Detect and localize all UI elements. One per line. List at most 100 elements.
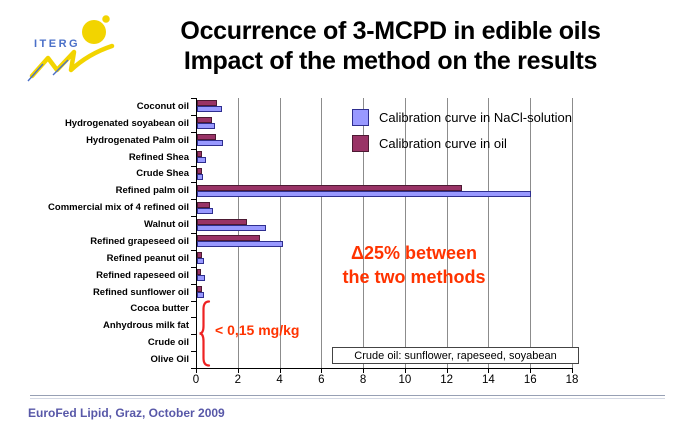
bar-nacl <box>197 173 204 180</box>
bar-nacl <box>197 140 224 147</box>
x-tick <box>321 369 323 373</box>
gridline <box>321 98 323 368</box>
category-label: Refined Shea <box>128 151 189 163</box>
bar-oil <box>197 252 203 259</box>
category-label: Olive Oil <box>150 354 189 366</box>
bar-oil <box>197 286 203 293</box>
bar-nacl <box>197 224 266 231</box>
gridline <box>572 98 573 368</box>
legend: Calibration curve in NaCl-solution Calib… <box>352 109 572 161</box>
x-tick <box>446 369 448 373</box>
brace-label: < 0,15 mg/kg <box>215 322 300 338</box>
category-tick <box>191 199 197 201</box>
category-tick <box>191 165 197 167</box>
delta-annotation-line2: the two methods <box>342 267 486 287</box>
x-tick <box>530 369 532 373</box>
category-label: Anhydrous milk fat <box>102 320 189 332</box>
x-tick <box>404 369 406 373</box>
category-label: Refined rapeseed oil <box>96 269 189 281</box>
bar-nacl <box>197 275 206 282</box>
x-tick-label: 6 <box>318 374 325 386</box>
bar-oil <box>197 235 260 242</box>
bar-nacl <box>197 123 215 130</box>
gridline <box>279 98 281 368</box>
x-tick <box>488 369 490 373</box>
category-label: Coconut oil <box>136 100 189 112</box>
legend-label-oil: Calibration curve in oil <box>379 136 507 151</box>
bar-oil <box>197 269 202 276</box>
logo-text: ITERG <box>34 38 80 50</box>
category-tick <box>191 233 197 234</box>
category-label: Refined peanut oil <box>106 252 189 264</box>
bar-oil <box>197 167 203 174</box>
category-tick <box>191 148 197 150</box>
legend-item-oil: Calibration curve in oil <box>352 135 572 152</box>
category-tick <box>191 249 197 251</box>
category-label: Refined palm oil <box>115 185 189 197</box>
category-label: Crude oil <box>147 337 189 349</box>
swoosh-icon <box>29 43 115 79</box>
legend-swatch-oil-icon <box>352 135 369 152</box>
category-tick <box>191 266 197 268</box>
legend-label-nacl: Calibration curve in NaCl-solution <box>379 110 572 125</box>
category-label: Walnut oil <box>143 219 189 231</box>
category-tick <box>191 283 197 285</box>
x-axis: 0 2 4 6 8 10 12 14 16 18 <box>193 369 578 391</box>
bar-oil <box>197 134 216 141</box>
x-tick-label: 18 <box>565 374 579 386</box>
category-tick <box>191 182 197 184</box>
category-tick <box>191 300 197 302</box>
plot-area: Calibration curve in NaCl-solution Calib… <box>196 98 579 369</box>
gridline <box>530 98 532 368</box>
category-tick <box>191 317 197 319</box>
brace-icon <box>199 300 211 367</box>
x-tick <box>279 369 281 373</box>
bar-oil <box>197 201 210 208</box>
bar-nacl <box>197 292 205 299</box>
bar-nacl <box>197 106 223 113</box>
category-tick <box>191 98 197 99</box>
iterg-logo-graphic: ITERG <box>27 13 115 82</box>
category-labels: Coconut oil Hydrogenated soyabean oil Hydr… <box>0 98 189 368</box>
category-tick <box>191 334 197 336</box>
bar-oil <box>197 151 203 158</box>
category-ticks <box>191 98 197 369</box>
gridline <box>404 98 406 368</box>
legend-swatch-nacl-icon <box>352 109 369 126</box>
iterg-logo: ITERG <box>26 10 126 90</box>
bar-nacl <box>197 157 207 164</box>
legend-item-nacl: Calibration curve in NaCl-solution <box>352 109 572 126</box>
x-tick-label: 14 <box>482 374 495 386</box>
delta-annotation-line1: Δ25% between <box>351 243 477 263</box>
x-tick-label: 16 <box>523 374 537 386</box>
olive-icon <box>82 20 106 44</box>
category-tick <box>191 131 197 133</box>
x-tick-label: 0 <box>192 374 200 386</box>
category-tick <box>191 368 197 369</box>
olive-dot-icon <box>100 13 112 25</box>
category-tick <box>191 114 197 116</box>
category-label: Hydrogenated Palm oil <box>86 134 189 146</box>
gridline <box>237 98 239 368</box>
x-tick <box>237 369 239 373</box>
title-line-1: Occurrence of 3-MCPD in edible oils <box>180 17 601 45</box>
slide-title: Occurrence of 3-MCPD in edible oils Impa… <box>128 16 653 76</box>
category-label: Hydrogenated soyabean oil <box>64 117 189 129</box>
category-label: Crude Shea <box>136 168 189 180</box>
gridline <box>363 98 365 368</box>
x-tick <box>363 369 365 373</box>
bar-oil <box>197 218 248 225</box>
category-tick <box>191 216 197 218</box>
category-label: Commercial mix of 4 refined oil <box>48 202 189 214</box>
x-tick-label: 4 <box>276 374 283 386</box>
x-tick <box>196 369 197 373</box>
x-tick-label: 10 <box>398 374 412 386</box>
category-tick <box>191 351 197 353</box>
bar-oil <box>197 184 463 191</box>
x-tick-label: 8 <box>359 374 367 386</box>
category-label: Refined grapeseed oil <box>90 235 189 247</box>
delta-annotation: Δ25% between the two methods <box>330 241 498 289</box>
gridline <box>488 98 490 368</box>
title-line-2: Impact of the method on the results <box>183 47 598 75</box>
